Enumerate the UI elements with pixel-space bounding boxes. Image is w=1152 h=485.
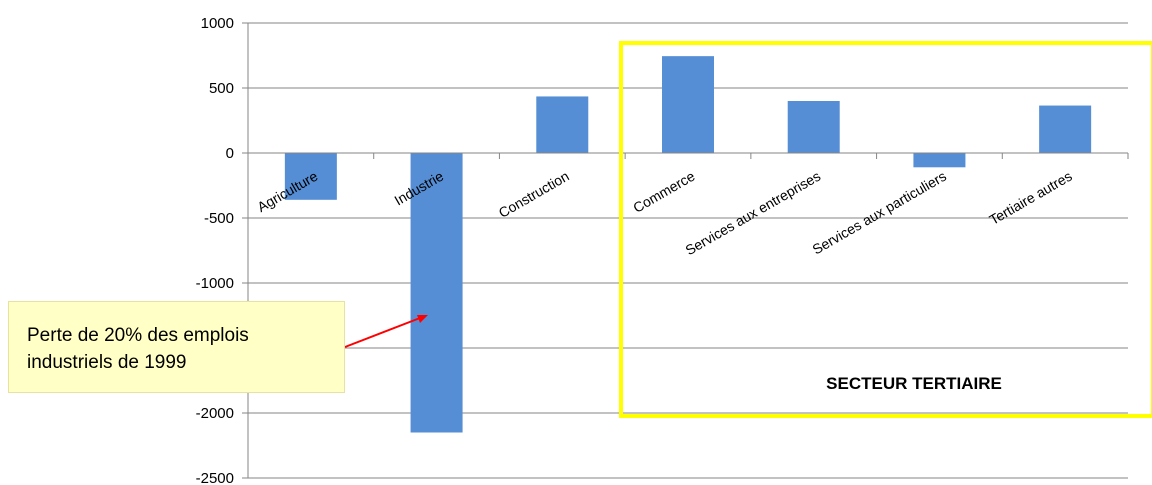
category-label: Tertiaire autres bbox=[986, 168, 1074, 228]
callout-line-1: Perte de 20% des emplois bbox=[27, 325, 249, 346]
y-tick-label: -2500 bbox=[196, 470, 234, 485]
bar bbox=[913, 153, 966, 168]
arrow-line bbox=[344, 317, 421, 348]
bar bbox=[662, 56, 714, 153]
y-tick-label: 1000 bbox=[201, 15, 234, 32]
y-tick-label: -1000 bbox=[196, 275, 234, 292]
callout-arrow bbox=[344, 315, 428, 348]
y-tick-label: -2000 bbox=[196, 405, 234, 422]
category-label: Services aux entreprises bbox=[682, 168, 823, 259]
bar bbox=[1039, 105, 1092, 153]
bar bbox=[787, 101, 840, 153]
callout-note: Perte de 20% des emplois industriels de … bbox=[8, 301, 345, 393]
secteur-tertiaire-label: SECTEUR TERTIAIRE bbox=[826, 374, 1002, 393]
category-labels: Agriculture Industrie Construction Commerce… bbox=[254, 168, 1074, 259]
y-tick-label: 0 bbox=[226, 145, 234, 162]
bar bbox=[410, 153, 463, 433]
y-tick-label: 500 bbox=[209, 80, 234, 97]
category-label: Commerce bbox=[630, 168, 697, 216]
secteur-tertiaire-box: SECTEUR TERTIAIRE bbox=[619, 41, 1152, 418]
secteur-tertiaire-highlight bbox=[619, 41, 1152, 418]
category-label: Services aux particuliers bbox=[810, 168, 949, 258]
category-label: Construction bbox=[496, 168, 572, 221]
y-tick-label: -500 bbox=[204, 210, 234, 227]
callout-line-2: industriels de 1999 bbox=[27, 352, 187, 373]
bar bbox=[284, 153, 337, 200]
x-axis bbox=[247, 152, 1129, 159]
bars bbox=[284, 56, 1092, 433]
bar bbox=[536, 96, 589, 153]
arrow-head bbox=[417, 315, 428, 323]
